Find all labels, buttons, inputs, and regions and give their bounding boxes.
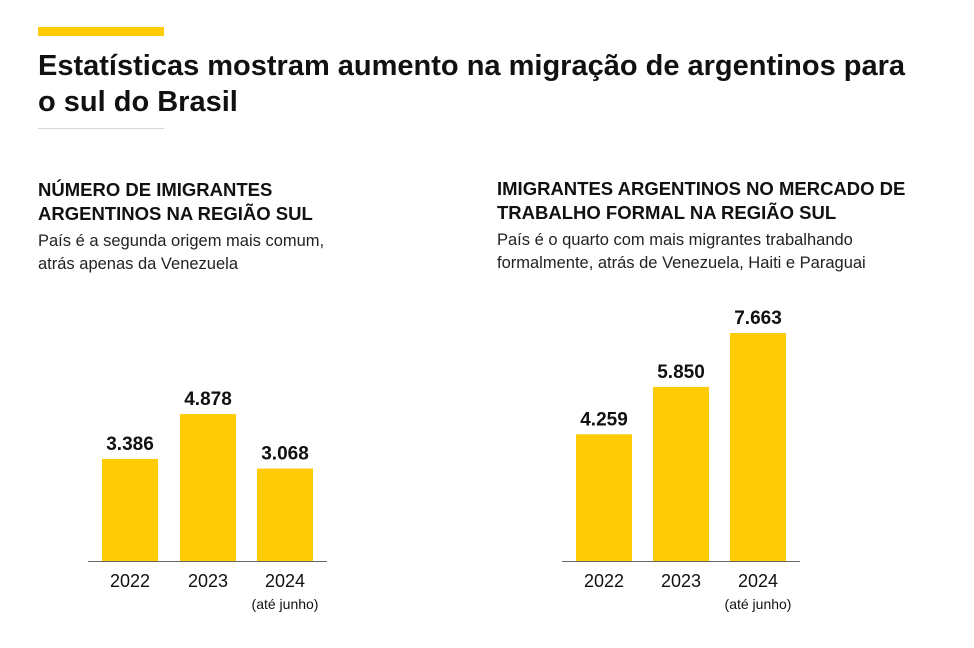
chart-panel-formal-work: IMIGRANTES ARGENTINOS NO MERCADO DE TRAB…: [497, 177, 937, 275]
x-tick-note: (até junho): [252, 596, 319, 612]
data-label: 4.878: [184, 389, 232, 410]
accent-bar: [38, 27, 164, 36]
data-label: 7.663: [734, 308, 782, 329]
bar-2023: [180, 414, 236, 561]
x-tick-note: (até junho): [725, 596, 792, 612]
chart-title: NÚMERO DE IMIGRANTES ARGENTINOS NA REGIÃ…: [38, 179, 313, 224]
page-title: Estatísticas mostram aumento na migração…: [38, 50, 906, 118]
chart-subtitle: País é a segunda origem mais comum, atrá…: [38, 232, 325, 273]
x-tick-label: 2023: [661, 571, 701, 591]
x-tick-label: 2023: [188, 571, 228, 591]
bar-2022: [102, 458, 158, 561]
data-label: 5.850: [657, 362, 705, 383]
bar-2024: [730, 333, 786, 561]
x-tick-label: 2024: [738, 571, 778, 591]
bar-2023: [653, 386, 709, 561]
x-tick-label: 2024: [265, 571, 305, 591]
x-tick-label: 2022: [584, 571, 624, 591]
title-divider: [38, 128, 164, 129]
data-label: 4.259: [580, 409, 628, 430]
bar-2024: [257, 468, 313, 561]
bar-2022: [576, 434, 632, 561]
data-label: 3.068: [261, 444, 309, 465]
chart-title: IMIGRANTES ARGENTINOS NO MERCADO DE TRAB…: [497, 178, 906, 223]
x-tick-label: 2022: [110, 571, 150, 591]
chart-subtitle: País é o quarto com mais migrantes traba…: [497, 231, 866, 272]
chart-panel-immigrants: NÚMERO DE IMIGRANTES ARGENTINOS NA REGIÃ…: [38, 178, 458, 276]
data-label: 3.386: [106, 434, 154, 455]
